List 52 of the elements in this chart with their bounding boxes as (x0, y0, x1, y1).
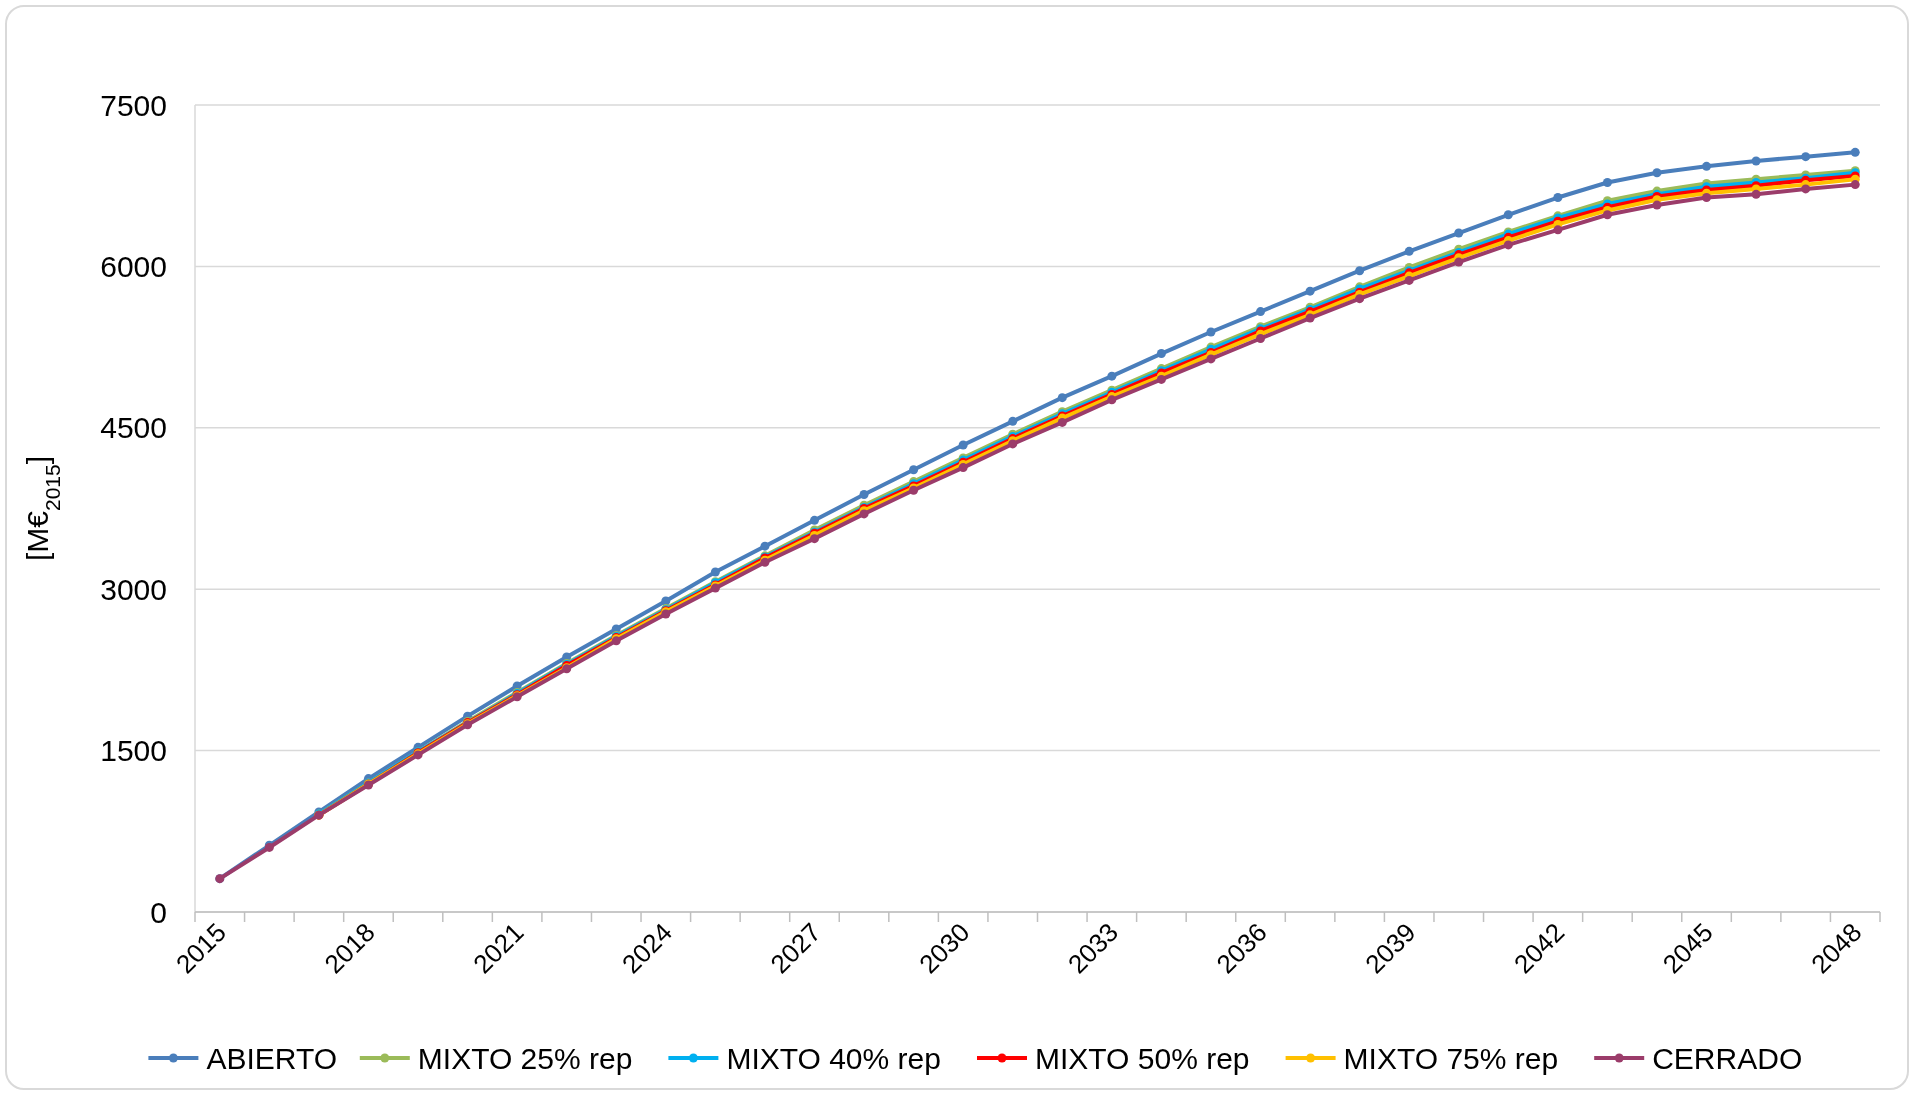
legend-label: MIXTO 50% rep (1035, 1041, 1250, 1075)
point (1206, 354, 1216, 364)
point (710, 567, 720, 577)
point (1850, 147, 1860, 157)
point (1553, 225, 1563, 235)
y-tick-label: 1500 (100, 734, 167, 768)
point (1702, 193, 1712, 203)
point (1355, 294, 1365, 304)
point (1355, 266, 1365, 276)
point (1751, 156, 1761, 166)
y-tick-label: 3000 (100, 572, 167, 606)
point (1652, 200, 1662, 210)
point (1404, 275, 1414, 285)
point (1057, 393, 1067, 403)
point (1256, 307, 1266, 317)
point (1503, 210, 1513, 220)
point (1702, 161, 1712, 171)
point (760, 541, 770, 551)
point (1404, 246, 1414, 256)
point (1156, 349, 1166, 359)
point (1454, 257, 1464, 267)
legend-label: MIXTO 40% rep (726, 1041, 941, 1075)
point (1454, 228, 1464, 238)
point (1602, 177, 1612, 187)
point (1652, 168, 1662, 178)
point (1107, 371, 1117, 381)
y-tick-label: 7500 (100, 88, 167, 122)
y-tick-label: 6000 (100, 249, 167, 283)
point (1256, 333, 1266, 343)
point (1206, 327, 1216, 337)
point (1751, 189, 1761, 199)
point (859, 490, 869, 500)
legend-label: MIXTO 75% rep (1343, 1041, 1559, 1075)
point (1553, 193, 1563, 203)
point (958, 463, 968, 473)
point (1801, 184, 1811, 194)
point (1801, 152, 1811, 162)
point (1850, 180, 1860, 190)
point (1305, 286, 1315, 296)
point (809, 534, 819, 544)
point (1503, 240, 1513, 250)
point (1057, 417, 1067, 427)
point (1008, 416, 1018, 426)
y-tick-label: 0 (150, 895, 167, 929)
point (909, 465, 919, 475)
legend-label: ABIERTO (206, 1041, 338, 1075)
point (809, 515, 819, 525)
legend-label: CERRADO (1652, 1041, 1803, 1075)
point (958, 440, 968, 450)
legend-label: MIXTO 25% rep (417, 1041, 633, 1075)
point (1602, 210, 1612, 220)
y-tick-label: 4500 (100, 411, 167, 445)
